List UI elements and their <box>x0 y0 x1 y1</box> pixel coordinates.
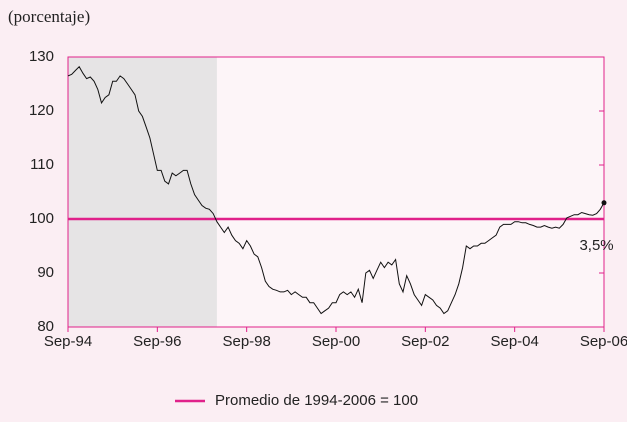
x-tick-label: Sep-06 <box>580 333 627 350</box>
y-tick-label: 100 <box>29 210 54 227</box>
end-point <box>601 200 607 206</box>
y-axis-label: (porcentaje) <box>8 7 90 26</box>
line <box>67 65 605 315</box>
y-tick-label: 130 <box>29 48 54 65</box>
y-tick-label: 90 <box>37 264 54 281</box>
x-tick-label: Sep-04 <box>490 333 538 350</box>
shaded-period <box>68 57 217 327</box>
x-tick-label: Sep-96 <box>133 333 181 350</box>
x-tick-label: Sep-02 <box>401 333 449 350</box>
y-tick-label: 110 <box>30 156 54 173</box>
legend-label: Promedio de 1994-2006 = 100 <box>215 392 418 409</box>
x-tick-label: Sep-94 <box>44 333 92 350</box>
y-tick-label: 80 <box>37 318 54 335</box>
x-tick-label: Sep-00 <box>312 333 360 350</box>
annotation: 3,5% <box>579 237 613 254</box>
x-tick-label: Sep-98 <box>222 333 270 350</box>
y-tick-label: 120 <box>29 102 54 119</box>
